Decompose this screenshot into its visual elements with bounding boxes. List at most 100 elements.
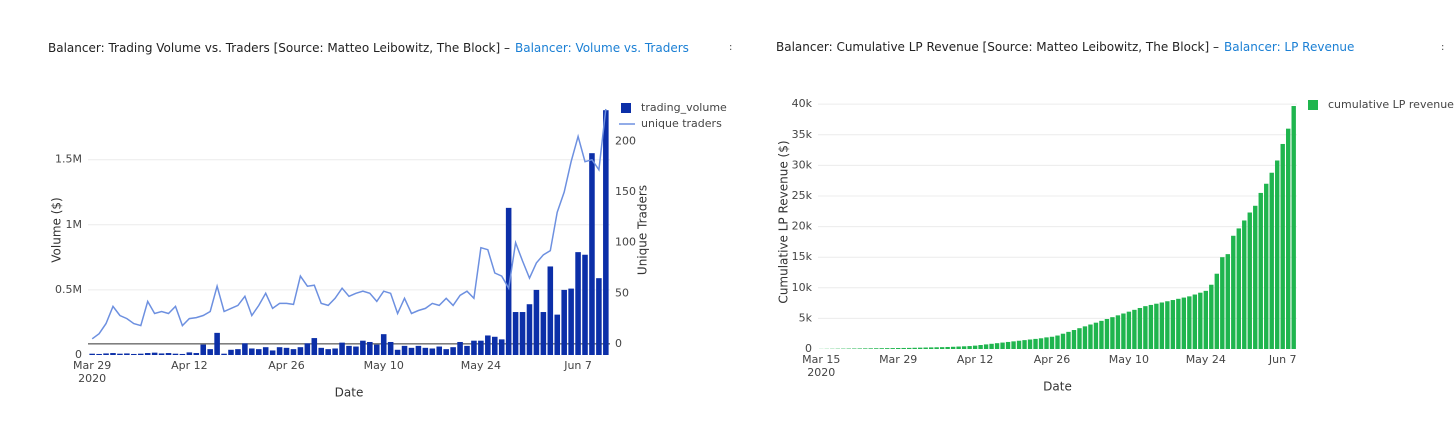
bar [1165, 301, 1170, 349]
bar [290, 349, 297, 355]
bar [917, 347, 923, 349]
bar [200, 344, 207, 355]
bar [912, 347, 917, 349]
bar [193, 353, 200, 355]
bar [221, 353, 227, 355]
bar [1121, 313, 1126, 349]
x-tick-label: May 24 [1186, 353, 1226, 366]
y2-tick-label: 100 [615, 236, 636, 249]
bar [103, 353, 109, 355]
bar [325, 349, 331, 355]
bar [928, 347, 934, 349]
y-tick-label: 20k [792, 220, 813, 233]
bar [603, 110, 609, 355]
bar [387, 341, 394, 355]
bar [1275, 160, 1280, 349]
x-axis-title: Date [1043, 380, 1072, 394]
bar [1209, 284, 1214, 349]
bar [1214, 273, 1219, 349]
bar [589, 153, 595, 355]
bar [863, 348, 868, 349]
title-link[interactable]: Balancer: LP Revenue [1224, 40, 1354, 54]
x-tick-label: Mar 29 [879, 353, 917, 366]
x-tick-label: May 24 [461, 359, 501, 372]
menu-dots: : [1441, 42, 1444, 53]
bar [415, 345, 422, 355]
y-tick-label: 1M [66, 218, 83, 231]
bar [1148, 304, 1154, 349]
bar [186, 352, 193, 355]
bar [179, 353, 186, 355]
x-tick-label: Mar 15 2020 [802, 353, 840, 379]
bar [491, 336, 498, 355]
y-tick-label: 10k [792, 281, 813, 294]
bar [144, 353, 151, 355]
bar [874, 348, 879, 349]
y2-tick-label: 50 [615, 286, 629, 299]
bar [422, 347, 429, 355]
bar [879, 348, 884, 349]
y-tick-label: 35k [792, 128, 813, 141]
bar [540, 312, 547, 355]
title-link[interactable]: Balancer: Volume vs. Traders [515, 41, 689, 55]
y-tick-label: 0.5M [55, 283, 82, 296]
bar [526, 304, 533, 355]
title-text: Balancer: Cumulative LP Revenue [Source:… [776, 40, 1219, 54]
bar [1198, 292, 1203, 349]
bar [131, 353, 137, 355]
bar [1137, 307, 1143, 349]
bar [1022, 340, 1027, 349]
y-tick-label: 40k [792, 97, 813, 110]
bar [1110, 317, 1115, 349]
bar [165, 353, 172, 355]
bar [885, 348, 890, 349]
bar [561, 289, 567, 355]
bar [89, 353, 95, 355]
legend-swatch [621, 103, 631, 113]
bar [1176, 298, 1181, 349]
legend-swatch [1308, 100, 1318, 110]
bar [436, 346, 443, 355]
bar [1055, 335, 1060, 349]
bar [443, 349, 449, 355]
bar [950, 346, 956, 349]
bar [498, 339, 505, 355]
bar [457, 341, 463, 355]
title-text: Balancer: Trading Volume vs. Traders [So… [48, 41, 510, 55]
bar [450, 347, 456, 355]
bar [596, 278, 602, 355]
bar [568, 288, 574, 355]
bar [242, 343, 248, 355]
x-tick-label: Apr 26 [268, 359, 305, 372]
bar [1203, 290, 1209, 349]
y2-tick-label: 150 [615, 185, 636, 198]
legend-label: trading_volume [641, 101, 727, 114]
bar [228, 349, 234, 355]
x-tick-label: Apr 12 [171, 359, 208, 372]
bar [533, 289, 540, 355]
bar [1099, 320, 1104, 349]
bar [890, 348, 895, 349]
y-tick-label: 0 [75, 348, 82, 361]
bar [214, 332, 220, 355]
y2-tick-label: 0 [615, 337, 622, 350]
legend-label: unique traders [641, 117, 722, 130]
bar [408, 347, 415, 355]
x-tick-label: Apr 26 [1034, 353, 1071, 366]
bar [1225, 254, 1230, 349]
bar [1247, 212, 1252, 349]
bar [972, 345, 978, 349]
bar [582, 254, 588, 355]
bar [297, 347, 304, 355]
bar [956, 346, 961, 349]
bar [137, 353, 144, 355]
bar [1115, 315, 1121, 349]
bar [989, 343, 994, 349]
bar [207, 349, 213, 355]
bar [1088, 324, 1093, 349]
bar [478, 340, 484, 355]
bar [1280, 143, 1285, 349]
menu-dots: : [729, 42, 732, 53]
x-tick-label: May 10 [364, 359, 404, 372]
